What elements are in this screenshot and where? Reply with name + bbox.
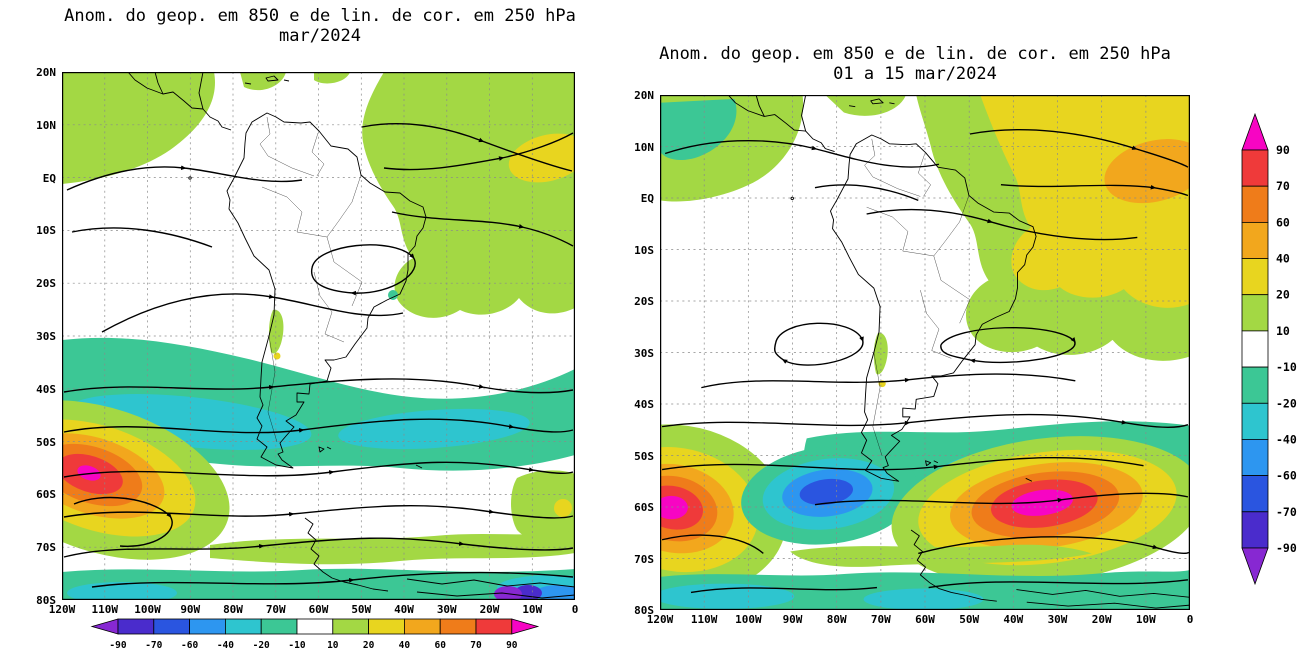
colorbar-arrow-low [1241,547,1269,586]
lat-tick: 10N [36,118,56,132]
colorbar-label: 10 [327,640,339,651]
colorbar-arrow-high [1241,112,1269,151]
lon-tick: 70W [870,613,891,626]
lat-tick: 20N [36,66,56,79]
colorbar-label: 70 [1276,179,1290,193]
colorbar-horizontal: -90 -70 -60 -40 -20 -10 10 20 40 60 70 90 [62,616,575,656]
lon-tick: 90W [782,613,803,626]
map-frame [62,72,575,600]
right-map-title: Anom. do geop. em 850 e de lin. de cor. … [659,44,1171,64]
colorbar-label: 20 [1276,288,1290,302]
colorbar-vertical: 90 70 60 40 20 10 -10 -20 -40 -60 -70 -90 [1236,108,1316,608]
lat-tick: 20S [36,277,56,291]
lat-tick: 40S [634,398,654,411]
lon-tick: 80W [223,603,243,616]
colorbar-label: -40 [1276,432,1297,446]
lat-tick: 10S [36,224,56,238]
lon-tick: 70W [265,603,286,616]
lon-tick: 10W [522,603,543,616]
lon-tick: 0 [1186,613,1194,626]
colorbar-label: 90 [506,640,518,651]
colorbar-label: -70 [1276,505,1297,519]
colorbar-label: 60 [434,640,446,651]
colorbar-label: -20 [253,640,270,651]
lat-tick: 70S [36,541,56,555]
lon-tick: 20W [479,603,500,616]
coastlines-monthly [127,72,575,599]
lon-tick: 60W [308,603,329,616]
graticule-fortnight [660,95,1190,610]
lat-tick: 30S [634,346,654,360]
streamlines-fortnight [661,129,1190,594]
lat-tick: EQ [640,192,654,205]
right-map-subtitle: 01 a 15 mar/2024 [833,64,997,84]
lat-tick: 20N [634,89,654,102]
lat-tick: 10S [634,243,654,257]
colorbar-label: 10 [1276,324,1290,338]
lat-tick: 80S [634,604,654,617]
colorbar-label: 40 [399,640,411,651]
lon-tick: 0 [571,603,579,616]
lon-tick: 120W [646,613,674,626]
colorbar-label: -90 [1276,541,1297,555]
lon-tick: 110W [690,613,718,626]
lat-tick: 20S [634,295,654,308]
lat-tick: EQ [42,171,56,185]
lon-tick: 30W [1047,613,1068,626]
lat-tick: 80S [36,594,56,607]
map-frame [660,95,1190,610]
colorbar-arrow-low [90,618,119,635]
lon-tick: 110W [91,603,119,616]
colorbar-label: 60 [1276,215,1290,229]
colorbar-label: -40 [217,640,234,651]
lon-tick: 50W [351,603,372,616]
left-map-title: Anom. do geop. em 850 e de lin. de cor. … [64,6,576,26]
streamlines-monthly [63,123,574,588]
colorbar-label: -10 [1276,360,1297,374]
lon-tick: 50W [959,613,980,626]
lat-tick: 60S [634,501,654,514]
lon-tick: 40W [394,603,414,616]
colorbar-label: -90 [109,640,126,651]
colorbar-label: 40 [1276,252,1290,266]
lon-tick: 90W [180,603,201,616]
colorbar-label: 90 [1276,143,1290,157]
lat-tick: 10N [634,140,654,154]
colorbar-label: 20 [363,640,375,651]
lon-tick: 120W [48,603,76,616]
left-map-subtitle: mar/2024 [279,26,361,46]
lon-tick: 100W [134,603,161,616]
colorbar-label: 70 [470,640,482,651]
lon-tick: 40W [1003,613,1024,626]
map-fortnight [660,95,1190,610]
colorbar-label: -60 [1276,469,1297,483]
lat-tick: 40S [36,382,56,396]
colorbar-label: -20 [1276,396,1297,410]
lat-tick: 50S [36,435,56,449]
colorbar-label: -10 [288,640,305,651]
lat-tick: 70S [634,552,654,566]
colorbar-label: -60 [181,640,198,651]
country-borders-fortnight [864,138,971,456]
lat-tick: 30S [36,330,56,343]
lon-tick: 30W [436,603,457,616]
coastlines-fortnight [727,95,1190,609]
lat-tick: 50S [634,449,654,463]
lon-tick: 80W [826,613,847,626]
country-borders-monthly [259,116,363,443]
colorbar-label: -70 [145,640,162,651]
lat-tick: 60S [36,488,56,502]
lon-tick: 20W [1091,613,1112,626]
lon-tick: 100W [735,613,762,626]
map-monthly [62,72,575,600]
lon-tick: 10W [1135,613,1156,626]
colorbar-arrow-high [511,618,540,635]
lon-tick: 60W [915,613,935,626]
